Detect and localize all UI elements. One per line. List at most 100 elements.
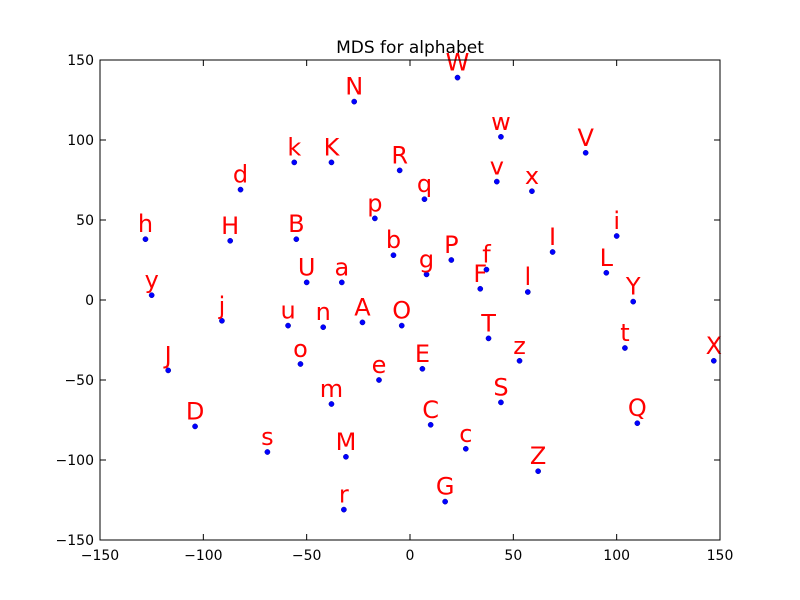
y-tick-label: 50 — [76, 213, 94, 229]
data-point-marker — [448, 257, 455, 263]
data-point-label: X — [706, 332, 722, 360]
data-point-label: d — [233, 161, 248, 189]
data-point-marker — [396, 167, 403, 174]
data-point-label: Q — [628, 394, 647, 422]
data-point-marker — [419, 365, 426, 372]
data-point-label: W — [446, 49, 470, 77]
data-point-label: N — [345, 73, 363, 101]
data-point-marker — [582, 149, 589, 156]
chart-title: MDS for alphabet — [336, 38, 484, 58]
data-point-label: B — [288, 210, 304, 238]
x-tick-label: −150 — [81, 548, 119, 564]
data-point-marker — [219, 317, 225, 324]
data-point-marker — [372, 215, 378, 222]
data-point-label: P — [444, 231, 458, 259]
data-point-label: g — [419, 245, 434, 273]
data-point-marker — [398, 322, 405, 329]
data-point-label: w — [491, 108, 511, 136]
data-point-label: C — [422, 396, 439, 424]
data-point-label: J — [163, 341, 172, 369]
data-point-marker — [359, 319, 366, 326]
data-point-marker — [516, 357, 523, 364]
data-point-marker — [297, 361, 304, 367]
data-point-marker — [351, 98, 358, 105]
data-point-marker — [462, 445, 469, 452]
x-tick-label: 100 — [603, 548, 630, 564]
data-point-marker — [320, 324, 327, 331]
y-tick-label: 100 — [67, 133, 94, 149]
data-point-label: E — [415, 340, 430, 368]
data-point-marker — [264, 449, 271, 455]
data-point-marker — [328, 159, 335, 166]
data-point-marker — [549, 249, 556, 255]
y-tick-label: 0 — [85, 293, 94, 309]
data-point-label: Z — [530, 442, 546, 470]
data-point-marker — [390, 252, 397, 259]
data-point-label: p — [367, 189, 382, 217]
data-point-label: V — [577, 124, 594, 152]
data-point-marker — [293, 236, 300, 243]
data-point-marker — [165, 367, 172, 374]
data-point-marker — [493, 178, 500, 185]
data-point-marker — [710, 357, 717, 364]
data-point-marker — [535, 468, 541, 475]
data-point-marker — [603, 269, 610, 276]
data-point-label: v — [490, 153, 504, 181]
data-point-marker — [477, 285, 484, 292]
data-point-label: R — [391, 141, 408, 169]
data-point-label: o — [293, 335, 308, 363]
data-point-marker — [427, 421, 434, 428]
data-point-label: t — [620, 319, 629, 347]
data-point-label: F — [473, 260, 487, 288]
data-point-label: a — [334, 253, 349, 281]
data-point-label: s — [261, 423, 274, 451]
data-point-label: n — [316, 298, 331, 326]
data-point-label: H — [221, 212, 239, 240]
data-point-marker — [622, 345, 628, 351]
data-point-label: I — [549, 223, 556, 251]
data-point-label: l — [524, 263, 531, 291]
data-point-marker — [454, 74, 461, 81]
data-point-label: b — [386, 226, 401, 254]
data-point-label: T — [480, 309, 496, 337]
data-point-marker — [237, 186, 244, 193]
data-point-marker — [634, 420, 641, 427]
data-point-label: S — [493, 373, 508, 401]
x-tick-label: 150 — [707, 548, 734, 564]
data-point-marker — [376, 377, 382, 383]
data-point-marker — [328, 401, 335, 407]
data-point-label: k — [287, 133, 301, 161]
axis-ticks: −150 −100 −50 0 50 100 150 −150 −100 −50 0 50 100 150 — [56, 53, 734, 564]
data-point-marker — [148, 292, 155, 299]
data-point-label: Y — [625, 273, 641, 301]
data-point-label: z — [513, 332, 526, 360]
data-point-label: L — [600, 244, 614, 272]
data-point-marker — [338, 279, 345, 286]
data-point-label: G — [436, 473, 455, 501]
y-tick-label: −50 — [64, 373, 94, 389]
data-point-label: x — [525, 162, 539, 190]
data-point-marker — [285, 322, 291, 329]
data-point-marker — [498, 399, 504, 406]
data-point-marker — [303, 279, 310, 286]
data-point-marker — [498, 133, 504, 140]
data-point-marker — [442, 498, 448, 505]
data-point-label: m — [320, 375, 343, 403]
data-point-label: c — [459, 420, 472, 448]
data-point-label: A — [354, 293, 371, 321]
data-point-label: K — [324, 133, 341, 161]
data-point-marker — [423, 271, 430, 278]
plot-area-frame — [99, 59, 721, 541]
data-point-marker — [421, 196, 428, 203]
data-point-marker — [524, 289, 531, 295]
y-tick-label: −150 — [56, 533, 94, 549]
y-tick-label: 150 — [67, 53, 94, 69]
data-point-label: f — [482, 241, 491, 269]
data-point-label: j — [218, 292, 226, 320]
data-point-label: O — [392, 297, 411, 325]
data-point-marker — [613, 233, 620, 239]
data-point-label: u — [280, 297, 295, 325]
